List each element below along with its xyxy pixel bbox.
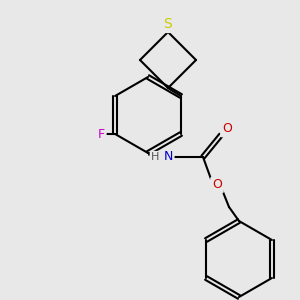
Text: O: O [212,178,222,191]
Text: F: F [98,128,105,140]
Text: N: N [163,151,173,164]
Text: O: O [222,122,232,136]
Text: H: H [151,152,159,162]
Text: S: S [164,17,172,31]
